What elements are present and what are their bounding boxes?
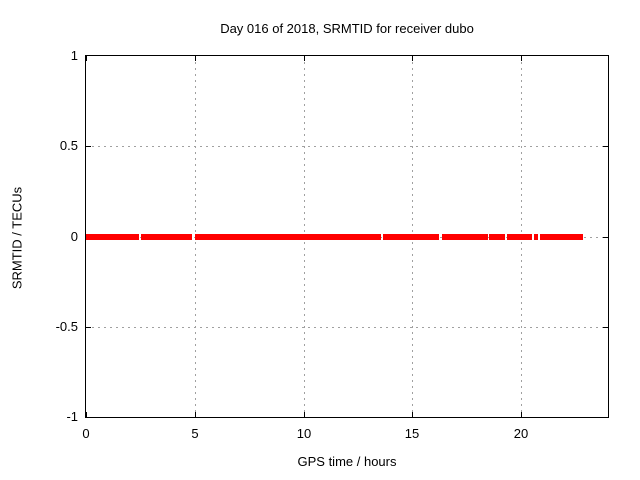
- y-tick-label: -0.5: [55, 319, 78, 334]
- x-tick-mark-top: [195, 56, 196, 61]
- x-tick-mark-top: [304, 56, 305, 61]
- y-tick-label: 0: [70, 229, 78, 244]
- series-segment: [534, 234, 538, 240]
- x-tick-label: 0: [82, 426, 90, 441]
- y-gridline: [86, 327, 608, 328]
- plot-area: [85, 55, 609, 418]
- x-tick-label: 10: [296, 426, 312, 441]
- series-segment: [195, 234, 381, 240]
- y-tick-mark: [86, 327, 91, 328]
- x-tick-mark-top: [412, 56, 413, 61]
- x-tick-label: 5: [191, 426, 199, 441]
- x-tick-mark: [412, 412, 413, 417]
- x-tick-mark: [86, 412, 87, 417]
- y-gridline: [86, 146, 608, 147]
- y-tick-label: -1: [66, 409, 78, 424]
- series-segment: [442, 234, 488, 240]
- series-segment: [86, 234, 139, 240]
- x-tick-label: 15: [404, 426, 420, 441]
- y-tick-label: 1: [70, 48, 78, 63]
- y-tick-mark-right: [603, 146, 608, 147]
- y-tick-mark-right: [603, 327, 608, 328]
- y-tick-mark: [86, 146, 91, 147]
- series-segment: [540, 234, 583, 240]
- x-tick-mark-top: [521, 56, 522, 61]
- chart-title: Day 016 of 2018, SRMTID for receiver dub…: [220, 21, 474, 36]
- x-tick-label: 20: [513, 426, 529, 441]
- x-axis-label: GPS time / hours: [297, 454, 397, 469]
- series-segment: [141, 234, 192, 240]
- y-tick-mark-right: [603, 237, 608, 238]
- series-segment: [489, 234, 505, 240]
- x-tick-mark: [195, 412, 196, 417]
- x-tick-mark: [521, 412, 522, 417]
- series-segment: [383, 234, 439, 240]
- series-segment: [507, 234, 532, 240]
- x-tick-mark-top: [86, 56, 87, 61]
- y-tick-label: 0.5: [59, 138, 78, 153]
- x-tick-mark: [304, 412, 305, 417]
